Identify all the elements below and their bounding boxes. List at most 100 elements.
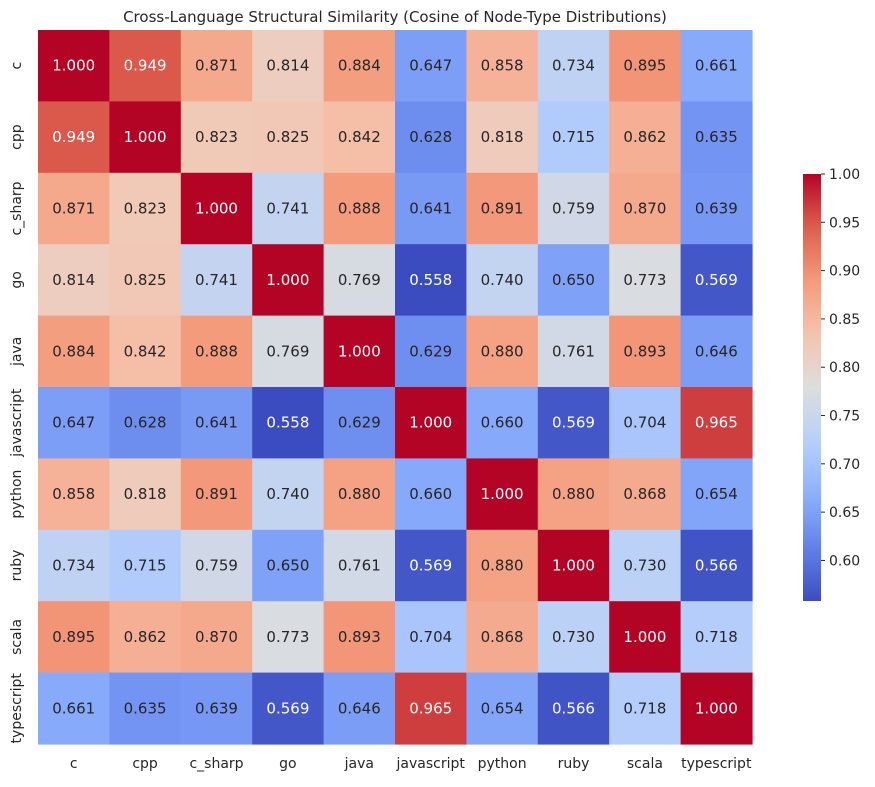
heatmap-cell-go-cpp <box>109 244 182 317</box>
cell-value-label: 0.569 <box>266 699 309 717</box>
y-tick-label-javascript: javascript <box>9 388 25 458</box>
heatmap-cell-go-typescript <box>680 244 753 317</box>
cell-value-label: 0.761 <box>338 557 381 575</box>
heatmap-cell-c-java <box>323 30 396 102</box>
heatmap-cell-typescript-java <box>323 672 396 745</box>
heatmap-cell-scala-java <box>323 601 396 674</box>
heatmap-cell-javascript-c_sharp <box>180 387 253 459</box>
heatmap-cell-scala-python <box>466 601 539 674</box>
x-tick-label-java: java <box>344 756 374 772</box>
heatmap-cell-typescript-python <box>466 672 539 745</box>
cell-value-label: 0.641 <box>409 200 452 218</box>
cell-value-label: 0.895 <box>623 57 666 75</box>
cell-value-label: 0.862 <box>623 128 666 146</box>
cell-value-label: 0.635 <box>695 128 738 146</box>
cell-value-label: 1.000 <box>481 485 524 503</box>
heatmap-cell-javascript-cpp <box>109 387 182 459</box>
cell-value-label: 0.639 <box>695 200 738 218</box>
heatmap-cell-java-cpp <box>109 315 182 388</box>
cell-value-label: 0.818 <box>481 128 524 146</box>
cell-value-label: 0.888 <box>195 342 238 360</box>
cell-value-label: 1.000 <box>338 342 381 360</box>
cell-value-label: 0.661 <box>52 699 95 717</box>
heatmap-cell-scala-javascript <box>395 601 467 674</box>
heatmap-cell-c-c_sharp <box>180 30 253 102</box>
cell-value-label: 0.893 <box>623 342 666 360</box>
heatmap-cell-c-ruby <box>537 30 610 102</box>
heatmap-cell-c_sharp-go <box>252 172 325 245</box>
cell-value-label: 0.891 <box>481 200 524 218</box>
heatmap-cell-go-scala <box>609 244 682 317</box>
heatmap-cell-java-javascript <box>395 315 467 388</box>
heatmap-cell-ruby-ruby <box>537 529 610 602</box>
cell-value-label: 0.650 <box>552 271 595 289</box>
cell-value-label: 0.661 <box>695 57 738 75</box>
cell-value-label: 0.635 <box>124 699 167 717</box>
cell-value-label: 0.884 <box>338 57 381 75</box>
heatmap-cell-c_sharp-cpp <box>109 172 182 245</box>
heatmap-cell-javascript-scala <box>609 387 682 459</box>
x-axis-labels: c cpp c_sharp go java javascript python ruby sca… <box>70 756 752 772</box>
heatmap-cell-cpp-c <box>38 101 110 174</box>
cell-value-label: 0.646 <box>695 342 738 360</box>
heatmap-cell-java-python <box>466 315 539 388</box>
heatmap-cell-go-ruby <box>537 244 610 317</box>
heatmap-cell-cpp-scala <box>609 101 682 174</box>
cell-value-label: 0.730 <box>552 628 595 646</box>
chart-title: Cross-Language Structural Similarity (Co… <box>123 8 667 26</box>
cell-value-label: 0.868 <box>623 485 666 503</box>
cell-value-label: 0.773 <box>623 271 666 289</box>
cell-value-label: 0.654 <box>481 699 524 717</box>
cell-value-label: 0.895 <box>52 628 95 646</box>
cell-value-label: 0.660 <box>481 414 524 432</box>
heatmap-cell-scala-c_sharp <box>180 601 253 674</box>
cell-value-label: 0.965 <box>409 699 452 717</box>
cell-value-label: 0.704 <box>623 414 666 432</box>
heatmap-cell-cpp-python <box>466 101 539 174</box>
heatmap-cell-python-javascript <box>395 458 467 531</box>
cell-value-label: 0.773 <box>266 628 309 646</box>
y-tick-label-c: c <box>9 62 25 70</box>
cell-value-label: 0.759 <box>195 557 238 575</box>
x-tick-label-python: python <box>478 756 527 772</box>
colorbar-tick-label: 0.75 <box>829 409 860 425</box>
colorbar-tick-label: 1.00 <box>829 167 860 183</box>
heatmap-cell-typescript-javascript <box>395 672 467 745</box>
heatmap-cell-java-scala <box>609 315 682 388</box>
heatmap-cell-cpp-go <box>252 101 325 174</box>
x-tick-label-javascript: javascript <box>396 756 466 772</box>
x-tick-label-c_sharp: c_sharp <box>189 756 243 772</box>
cell-value-label: 0.880 <box>552 485 595 503</box>
cell-value-label: 0.569 <box>695 271 738 289</box>
cell-value-label: 0.871 <box>52 200 95 218</box>
cell-value-label: 0.891 <box>195 485 238 503</box>
cell-value-label: 0.870 <box>623 200 666 218</box>
cell-value-label: 0.647 <box>52 414 95 432</box>
heatmap-cell-javascript-python <box>466 387 539 459</box>
cell-value-label: 0.566 <box>695 557 738 575</box>
cell-value-label: 0.558 <box>409 271 452 289</box>
colorbar-tick-label: 0.85 <box>829 312 860 328</box>
heatmap-cell-ruby-java <box>323 529 396 602</box>
cell-value-label: 1.000 <box>409 414 452 432</box>
cell-value-label: 0.759 <box>552 200 595 218</box>
heatmap-cell-c-c <box>38 30 110 102</box>
cell-value-label: 0.761 <box>552 342 595 360</box>
heatmap-cell-python-ruby <box>537 458 610 531</box>
heatmap-cell-scala-c <box>38 601 110 674</box>
y-tick-label-cpp: cpp <box>9 124 25 150</box>
heatmap-cell-c-javascript <box>395 30 467 102</box>
cell-value-label: 0.715 <box>124 557 167 575</box>
heatmap-cell-python-c <box>38 458 110 531</box>
cell-value-label: 0.880 <box>481 342 524 360</box>
heatmap-cells: 1.000 0.949 0.871 0.814 0.884 0.647 0.858 0.734… <box>38 30 753 745</box>
cell-value-label: 0.888 <box>338 200 381 218</box>
cell-value-label: 0.740 <box>481 271 524 289</box>
heatmap-cell-ruby-python <box>466 529 539 602</box>
cell-value-label: 0.654 <box>695 485 738 503</box>
y-tick-label-c_sharp: c_sharp <box>9 181 25 235</box>
heatmap-cell-typescript-c_sharp <box>180 672 253 745</box>
heatmap-cell-typescript-scala <box>609 672 682 745</box>
heatmap-cell-cpp-c_sharp <box>180 101 253 174</box>
